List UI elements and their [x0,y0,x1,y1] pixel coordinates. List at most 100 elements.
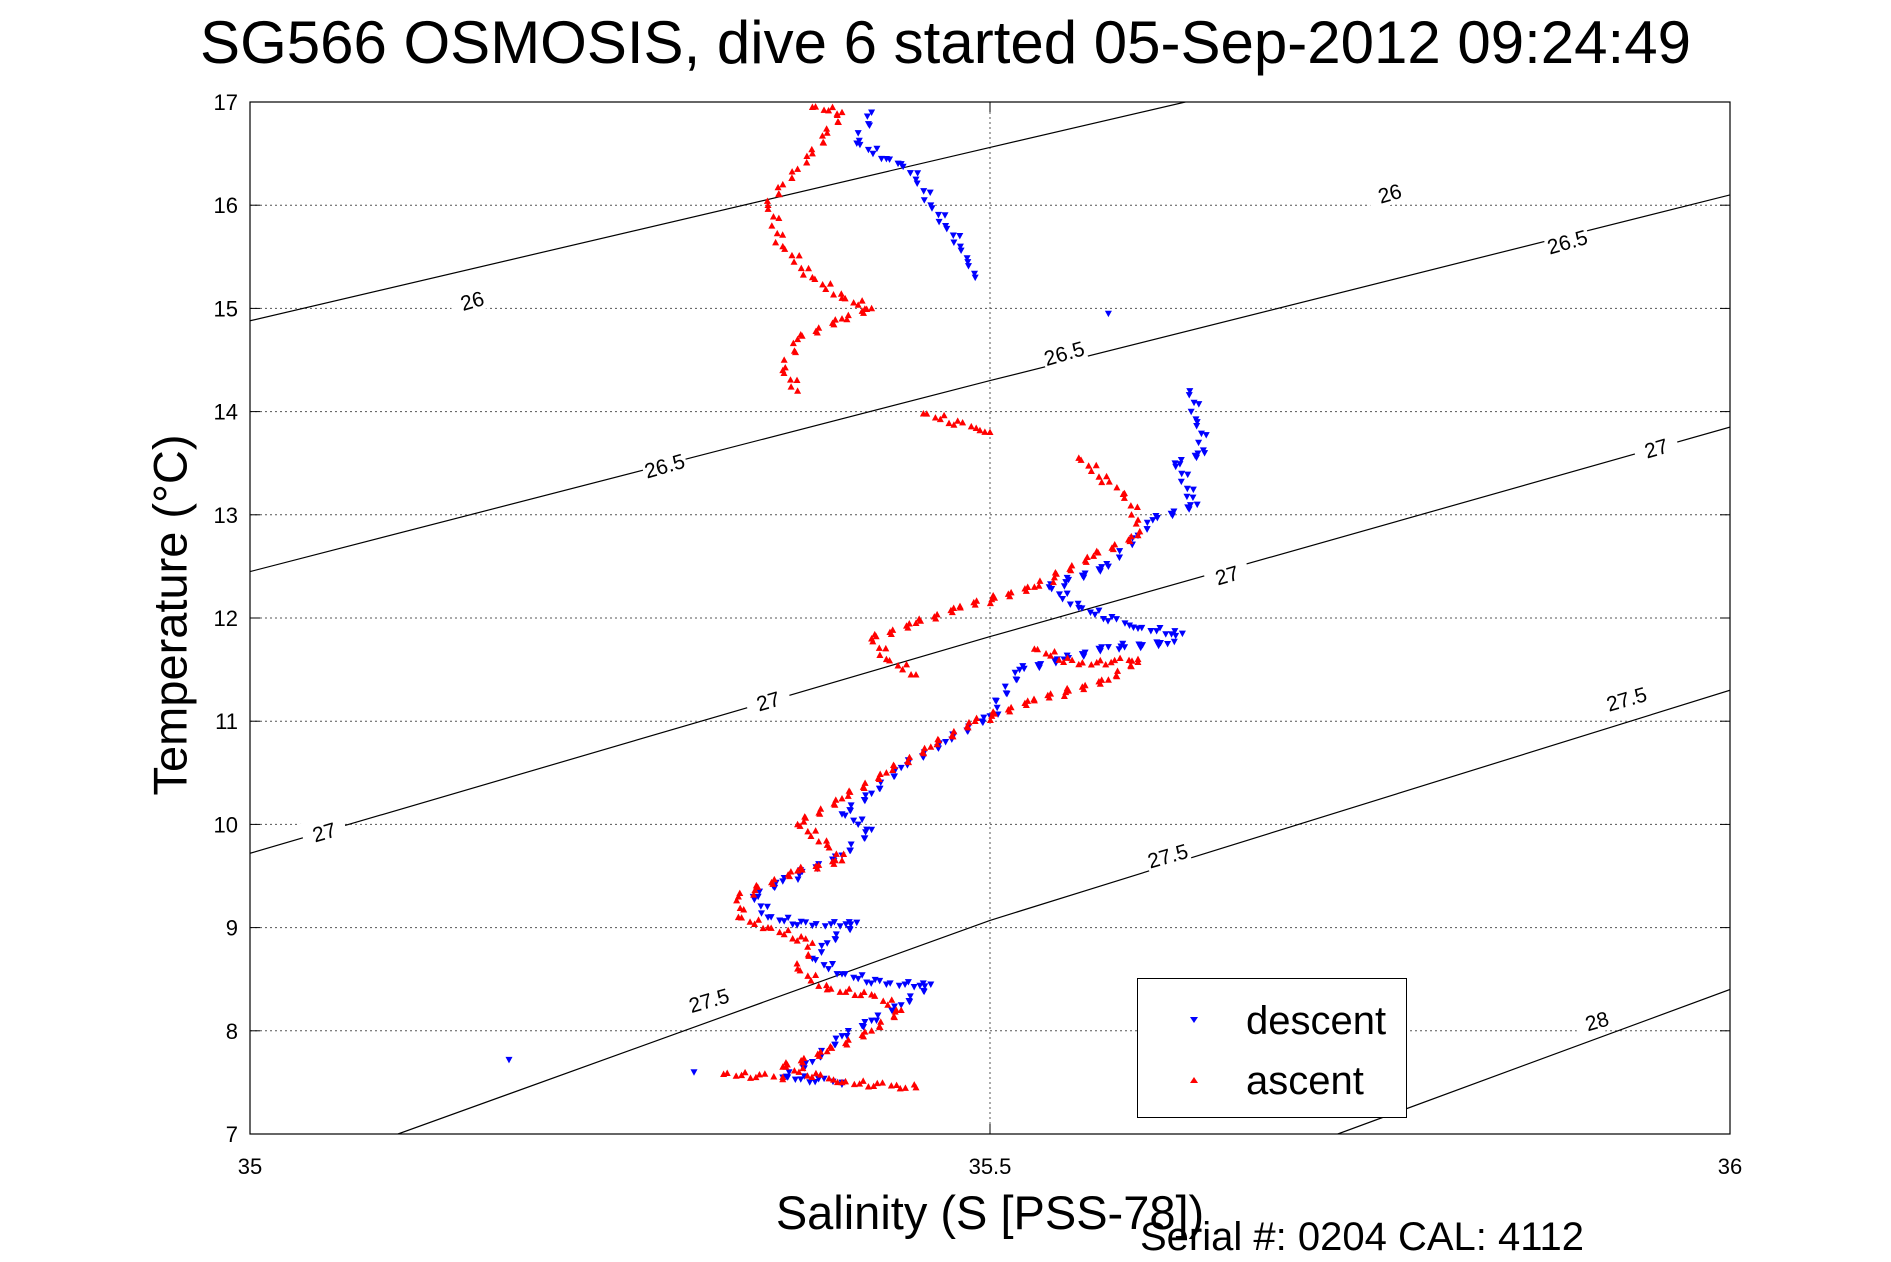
ascent-point [1042,650,1050,657]
ascent-point [886,628,894,636]
ascent-point [899,665,907,673]
ascent-point [815,837,823,845]
descent-point [868,109,876,116]
contour-label-bg [639,445,689,483]
ascent-point [864,1083,872,1090]
ascent-point [854,301,862,308]
descent-point [780,918,788,925]
ascent-point [1004,706,1012,713]
ascent-point [774,183,782,191]
descent-point [1126,622,1134,629]
descent-point [1055,591,1063,598]
ascent-point [1004,590,1012,597]
descent-point [802,919,810,926]
descent-point [899,163,907,171]
descent-point [980,714,988,722]
ascent-point [776,928,784,936]
ascent-point [1064,654,1072,661]
descent-point [1059,596,1067,603]
ascent-point [1127,502,1135,509]
ascent-point [1095,677,1103,685]
ascent-point [801,813,809,820]
descent-point [1147,628,1155,635]
descent-point [1187,408,1195,416]
descent-point [1177,456,1185,464]
ascent-point [779,231,787,238]
y-tick-label: 16 [214,193,238,218]
ascent-point [904,757,912,765]
ascent-point [896,1084,904,1092]
axis-ticks [249,101,1731,1135]
descent-point [963,255,971,262]
ascent-point [1134,655,1142,663]
ascent-point [1087,467,1095,474]
ascent-point [1105,478,1113,485]
ascent-point [808,149,816,157]
ascent-point [1066,565,1074,572]
contour-label-bg [1542,221,1592,259]
descent-point [690,1069,698,1076]
ascent-point [732,1072,740,1079]
ascent-point [1030,696,1038,704]
descent-point [832,1035,840,1043]
ascent-point [1044,691,1052,699]
descent-point [797,1076,805,1083]
ascent-point [812,103,820,110]
descent-point [868,1017,876,1025]
ascent-point [830,800,838,807]
ascent-point [825,106,833,114]
descent-point [877,155,885,163]
ascent-point [775,190,783,198]
descent-point [890,773,898,780]
ascent-point [804,972,812,979]
ascent-point [794,387,802,394]
ascent-point [945,419,953,427]
density-contour-line [250,102,1186,322]
ascent-point [752,1073,760,1081]
ascent-point [889,761,898,768]
descent-point [862,829,870,836]
descent-point [906,170,914,177]
ascent-point [884,1001,892,1008]
ascent-point [1030,583,1038,590]
ascent-point [795,251,803,259]
ascent-point [793,960,801,967]
ascent-point [746,918,754,925]
ascent-point [804,827,812,835]
ascent-point [784,926,792,934]
descent-point [1195,401,1203,408]
ascent-point [815,809,823,816]
ascent-point [836,988,844,995]
ascent-point [843,315,851,323]
descent-point [956,232,964,240]
density-contour-line [250,426,1730,854]
ascent-point [879,1079,887,1086]
descent-point [914,170,922,177]
descent-point [1183,485,1191,493]
ascent-point [741,1068,749,1076]
ascent-point [986,599,994,607]
ascent-point [890,1012,898,1020]
ascent-marker-icon [1190,1077,1198,1083]
descent-point [971,274,979,282]
ascent-point [789,935,797,942]
descent-point [860,835,868,842]
descent-point [861,1019,869,1026]
descent-point [833,971,841,978]
ascent-point [959,418,967,426]
ascent-point [751,886,759,893]
descent-point [890,1003,898,1010]
descent-point [935,218,943,226]
descent-point [763,903,771,911]
descent-point [920,197,928,204]
ascent-point [850,299,858,306]
ascent-point [1060,692,1068,699]
ascent-point [859,1077,867,1084]
ascent-point [768,878,776,886]
descent-point [912,176,920,184]
ascent-point [812,862,820,869]
ascent-point [1127,532,1135,540]
ascent-point [950,421,958,428]
descent-point [757,903,765,910]
